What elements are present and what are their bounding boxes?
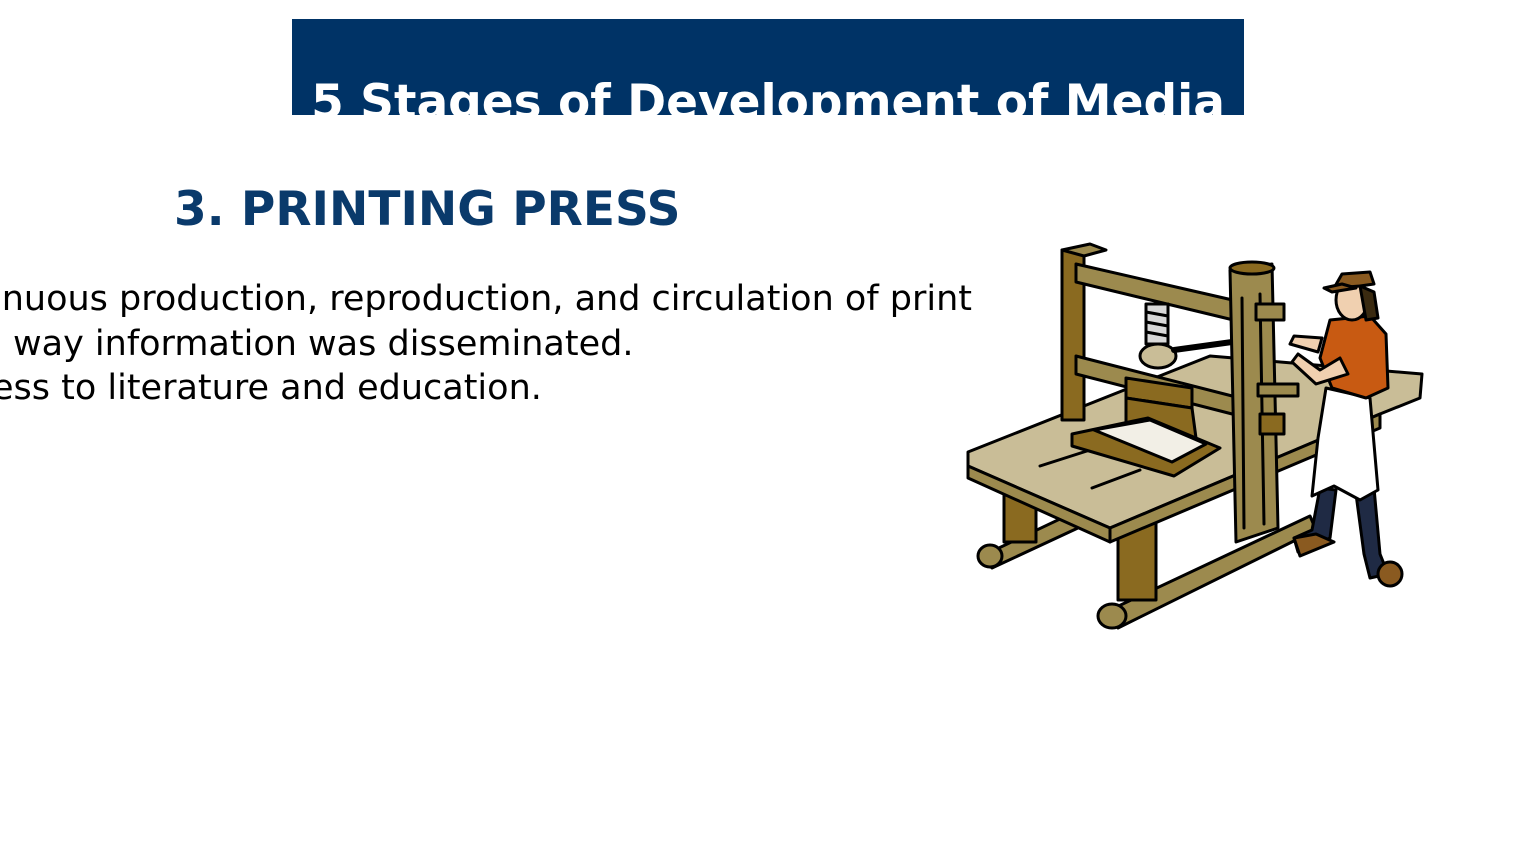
body-line-2: way information was disseminated. — [13, 324, 634, 364]
body-line-3: ess to literature and education. — [0, 368, 542, 408]
title-banner: 5 Stages of Development of Media — [292, 19, 1244, 130]
printing-press-icon — [960, 238, 1430, 638]
slide-title: 5 Stages of Development of Media — [311, 75, 1225, 130]
section-heading: 3. PRINTING PRESS — [174, 182, 681, 237]
body-line-1: inuous production, reproduction, and cir… — [0, 279, 972, 319]
